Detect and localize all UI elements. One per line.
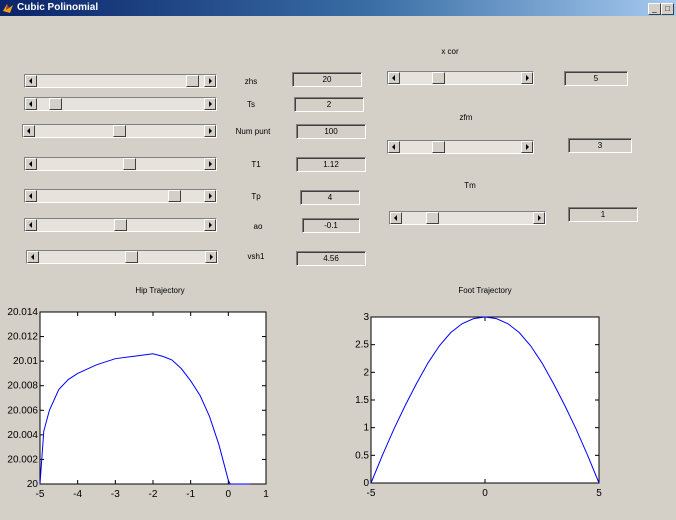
maximize-button[interactable]: □ xyxy=(661,3,674,15)
label-zfm: zfm xyxy=(459,113,473,122)
hip-plot-title: Hip Trajectory xyxy=(135,286,185,295)
y-tick-label: 20.01 xyxy=(13,356,38,367)
arrow-right-icon[interactable] xyxy=(204,125,216,137)
x-tick-label: -3 xyxy=(111,489,120,500)
value-tp[interactable]: 4 xyxy=(300,190,360,205)
x-tick-label: 0 xyxy=(482,488,488,499)
slider-tm[interactable] xyxy=(389,211,546,225)
x-tick-label: 1 xyxy=(263,489,269,500)
arrow-left-icon[interactable] xyxy=(27,251,39,263)
minimize-button[interactable]: _ xyxy=(648,3,661,15)
y-tick-label: 20.008 xyxy=(7,381,38,392)
label-t1: T1 xyxy=(251,160,261,169)
slider-ts[interactable] xyxy=(24,97,217,111)
x-tick-label: -1 xyxy=(186,489,195,500)
slider-zhs[interactable] xyxy=(24,74,217,88)
series-line xyxy=(370,316,600,484)
x-tick-label: -5 xyxy=(367,488,376,499)
plot-area xyxy=(39,311,267,485)
arrow-right-icon[interactable] xyxy=(205,251,217,263)
arrow-left-icon[interactable] xyxy=(388,141,400,153)
slider-t1[interactable] xyxy=(24,157,217,171)
label-num-punt: Num punt xyxy=(235,127,271,136)
value-vsh1[interactable]: 4.56 xyxy=(296,251,366,266)
arrow-right-icon[interactable] xyxy=(204,98,216,110)
y-tick-label: 20 xyxy=(27,479,39,490)
hip-trajectory-plot: -5 -4 -3 -2 -1 0 1 20 20.002 20.004 20.006 20.008 20… xyxy=(7,307,269,500)
value-x-cor[interactable]: 5 xyxy=(564,71,628,86)
slider-thumb-zfm[interactable] xyxy=(432,141,446,153)
slider-thumb-tm[interactable] xyxy=(425,212,439,224)
x-tick-label: 5 xyxy=(596,488,602,499)
value-ts[interactable]: 2 xyxy=(294,97,364,112)
label-x-cor: x cor xyxy=(441,47,459,56)
slider-ao[interactable] xyxy=(24,218,217,232)
arrow-right-icon[interactable] xyxy=(204,219,216,231)
label-vsh1: vsh1 xyxy=(247,252,265,261)
slider-thumb-vsh1[interactable] xyxy=(124,251,138,263)
slider-thumb-t1[interactable] xyxy=(123,158,137,170)
label-tp: Tp xyxy=(251,192,261,201)
slider-tp[interactable] xyxy=(24,189,217,203)
arrow-left-icon[interactable] xyxy=(388,72,400,84)
x-tick-label: -2 xyxy=(149,489,158,500)
arrow-right-icon[interactable] xyxy=(533,212,545,224)
slider-thumb-tp[interactable] xyxy=(167,190,181,202)
value-ao[interactable]: -0.1 xyxy=(302,218,360,233)
title-bar: Cubic Polinomial _ □ xyxy=(0,0,676,16)
label-ts: Ts xyxy=(247,100,255,109)
window-title: Cubic Polinomial xyxy=(17,2,99,13)
arrow-left-icon[interactable] xyxy=(25,98,37,110)
arrow-left-icon[interactable] xyxy=(25,75,37,87)
arrow-left-icon[interactable] xyxy=(390,212,402,224)
arrow-right-icon[interactable] xyxy=(521,141,533,153)
arrow-left-icon[interactable] xyxy=(25,158,37,170)
matlab-logo-icon xyxy=(3,4,13,13)
slider-thumb-num-punt[interactable] xyxy=(113,125,126,137)
y-tick-label: 20.006 xyxy=(7,405,38,416)
y-tick-label: 20.002 xyxy=(7,454,38,465)
slider-thumb-zhs[interactable] xyxy=(186,75,200,87)
y-tick-label: 20.004 xyxy=(7,430,38,441)
arrow-left-icon[interactable] xyxy=(25,190,37,202)
slider-zfm[interactable] xyxy=(387,140,534,154)
arrow-right-icon[interactable] xyxy=(204,158,216,170)
value-tm[interactable]: 1 xyxy=(568,207,638,222)
arrow-left-icon[interactable] xyxy=(23,125,35,137)
foot-trajectory-plot: -5 0 500.511.522.53 xyxy=(355,312,602,499)
y-tick-label: 1 xyxy=(363,423,369,434)
x-tick-label: -5 xyxy=(36,489,45,500)
slider-num-punt[interactable] xyxy=(22,124,217,138)
label-zhs: zhs xyxy=(244,77,258,86)
label-tm: Tm xyxy=(464,181,476,190)
plot-area xyxy=(370,316,600,484)
slider-vsh1[interactable] xyxy=(26,250,218,264)
value-t1[interactable]: 1.12 xyxy=(296,157,366,172)
y-tick-label: 3 xyxy=(363,312,369,323)
x-tick-label: -4 xyxy=(73,489,82,500)
arrow-left-icon[interactable] xyxy=(25,219,37,231)
slider-thumb-ao[interactable] xyxy=(114,219,127,231)
y-tick-label: 0 xyxy=(363,478,369,489)
y-tick-label: 20.014 xyxy=(7,307,38,318)
y-tick-label: 2.5 xyxy=(355,340,369,351)
y-tick-label: 2 xyxy=(363,367,369,378)
value-zhs[interactable]: 20 xyxy=(292,72,362,87)
value-zfm[interactable]: 3 xyxy=(568,138,632,153)
y-tick-label: 20.012 xyxy=(7,332,38,343)
foot-plot-title: Foot Trajectory xyxy=(458,286,512,295)
series-line xyxy=(39,353,251,485)
arrow-right-icon[interactable] xyxy=(204,190,216,202)
value-num-punt[interactable]: 100 xyxy=(296,124,366,139)
slider-thumb-ts[interactable] xyxy=(49,98,63,110)
x-tick-label: 0 xyxy=(226,489,232,500)
slider-thumb-x-cor[interactable] xyxy=(432,72,446,84)
arrow-right-icon[interactable] xyxy=(204,75,216,87)
slider-x-cor[interactable] xyxy=(387,71,534,85)
y-tick-label: 1.5 xyxy=(355,395,369,406)
arrow-right-icon[interactable] xyxy=(521,72,533,84)
label-ao: ao xyxy=(253,222,263,231)
y-tick-label: 0.5 xyxy=(355,450,369,461)
